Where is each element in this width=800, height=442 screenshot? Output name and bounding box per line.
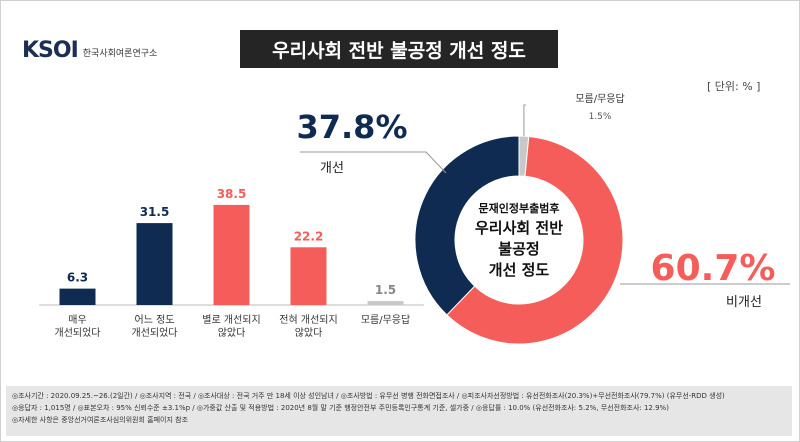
donut-label-noimprove: 비개선 — [726, 295, 762, 310]
donut-center-line: 개선 정도 — [489, 261, 550, 279]
chart-title-box: 우리사회 전반 불공정 개선 정도 — [240, 30, 558, 68]
logo-mark: KSOI — [22, 38, 79, 63]
footer-line-3: ◎자세한 사항은 중앙선거여론조사심의위원회 홈페이지 참조 — [12, 416, 189, 424]
bar-category-label: 매우 개선되었다 — [55, 314, 101, 339]
bar-value-label: 38.5 — [217, 187, 247, 201]
bar-category-label: 어느 정도 개선되었다 — [132, 314, 178, 339]
bar — [367, 301, 404, 305]
chart-canvas: 6.3 매우 개선되었다 31.5 어느 정도 개선되었다 38.5 별로 개선되지 않았다 22… — [39, 93, 790, 345]
survey-footer: ◎조사기간 : 2020.09.25.~26.(2일간) / ◎조사지역 : 전… — [6, 386, 792, 436]
donut-value-noimprove: 60.7% — [651, 248, 776, 289]
bar-value-label: 31.5 — [140, 205, 170, 219]
donut-center-line: 문재인정부출범후 — [479, 201, 560, 215]
bar — [59, 288, 96, 305]
donut-value-unknown: 1.5% — [589, 112, 612, 122]
bar-value-label: 22.2 — [294, 229, 324, 243]
bar-value-label: 6.3 — [67, 271, 88, 285]
callout-line — [523, 104, 526, 137]
chart-title: 우리사회 전반 불공정 개선 정도 — [272, 39, 526, 62]
bar — [213, 204, 250, 305]
donut-center-line: 불공정 — [498, 240, 539, 258]
bar — [136, 223, 173, 305]
donut-slice — [446, 135, 624, 345]
logo: KSOI 한국사회여론연구소 — [22, 38, 157, 63]
callout-line — [300, 151, 447, 174]
donut-label-improve: 개선 — [320, 161, 344, 176]
bar-category-label: 별로 개선되지 않았다 — [202, 314, 260, 339]
bar-value-label: 1.5 — [375, 283, 396, 297]
donut-center-line: 우리사회 전반 — [475, 219, 563, 237]
donut-value-improve: 37.8% — [296, 108, 407, 146]
footer-line-2: ◎응답자 : 1,015명 / ◎표본오차 : 95% 신뢰수준 ±3.1%p … — [12, 404, 669, 412]
footer-line-1: ◎조사기간 : 2020.09.25.~26.(2일간) / ◎조사지역 : 전… — [12, 392, 725, 400]
logo-subtitle: 한국사회여론연구소 — [82, 49, 158, 59]
bar — [290, 247, 327, 305]
unit-label: [ 단위: % ] — [707, 80, 761, 93]
bar-category-label: 전혀 개선되지 않았다 — [279, 314, 337, 339]
donut-label-unknown: 모름/무응답 — [575, 93, 624, 105]
donut-slice — [414, 135, 520, 316]
bar-category-label: 모름/무응답 — [361, 314, 410, 326]
